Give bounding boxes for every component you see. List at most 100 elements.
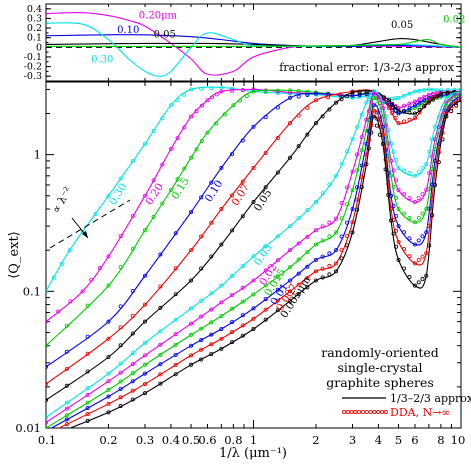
dda-point [371,108,376,113]
dda-point [377,132,382,137]
dda-point [118,395,123,400]
dda-point [407,117,412,122]
dda-point [313,98,318,103]
dda-point [160,162,165,167]
dda-point [240,264,245,269]
dda-point [402,93,407,98]
legend-entry-approx: 1/3–2/3 approx. [390,392,471,405]
dda-point [371,103,376,108]
dda-point [240,285,245,290]
dda-point [433,182,438,187]
dda-point [130,379,135,384]
dda-point [230,193,235,198]
dda-point [402,230,407,235]
dda-point [158,381,163,386]
dda-point [334,216,339,221]
dda-point [142,340,147,345]
dda-point [230,330,235,335]
dda-point [350,95,355,100]
dda-point [64,366,69,371]
dda-point [364,117,369,122]
dda-point [64,422,69,427]
dda-point [142,362,147,367]
dda-point [296,241,301,246]
dda-point [89,277,94,282]
dda-point [366,146,371,151]
dda-point [168,146,173,151]
dda-point [412,173,417,178]
dda-point [459,95,461,100]
dda-point [420,192,425,197]
dda-point [334,230,339,235]
dda-point [240,313,245,318]
dda-point [313,200,318,205]
dda-point [320,224,325,229]
dda-point [420,166,425,171]
dda-point [320,191,325,196]
slope-reference-line [49,199,131,249]
dda-point [296,257,301,262]
dda-point [142,391,147,396]
dda-point [46,415,48,420]
x-tick-label: 3 [349,433,356,447]
dda-point [412,220,417,225]
dda-point [46,398,48,403]
dda-point [320,238,325,243]
dda-point [396,224,401,229]
dda-point [396,121,401,126]
dda-point [85,400,90,405]
dda-point [416,258,421,263]
dda-point [240,299,245,304]
dda-point [263,244,268,249]
dda-point [263,268,268,273]
dda-point [209,352,214,357]
dda-point [251,278,256,283]
series-label: 0.15 [169,175,192,201]
dda-point [189,353,194,358]
dda-point [288,278,293,283]
dda-point [64,417,69,422]
dda-point [263,89,268,94]
qext-y-tick-label: 0.01 [15,421,41,435]
dda-point [189,332,194,337]
dda-point [296,94,301,99]
dda-point [173,362,178,367]
approx-series-line [46,91,461,423]
dda-point [355,152,360,157]
error-series-label: 0.02 [443,14,465,25]
dda-point [313,269,318,274]
dda-point [199,326,204,331]
series-label: 0.30 [107,181,130,207]
dda-point [417,100,422,105]
dda-point [130,388,135,393]
dda-point [68,299,73,304]
dda-point [366,137,371,142]
dda-point [394,213,399,218]
dda-point [46,319,48,324]
dda-point [417,103,422,108]
x-tick-label: 5 [395,433,402,447]
dda-point [402,192,407,197]
approx-series-line [46,90,461,418]
dda-point [142,193,147,198]
dda-point [189,362,194,367]
dda-point [214,121,219,126]
legend-dda-marker [357,409,362,414]
dda-point [199,234,204,239]
dda-point [305,250,310,255]
dda-point [288,155,293,160]
dda-point [350,207,355,212]
dda-point [383,167,388,172]
dda-point [118,176,123,181]
dda-point [118,343,123,348]
dda-point [151,214,156,219]
dda-point [371,114,376,119]
dda-point [219,242,224,247]
approx-series-line [46,93,461,428]
approx-series-line [46,90,461,368]
dda-point [390,110,395,115]
qext-y-tick-label: 1 [34,148,41,162]
dda-point [118,361,123,366]
dda-point [387,105,392,110]
dda-point [64,406,69,411]
